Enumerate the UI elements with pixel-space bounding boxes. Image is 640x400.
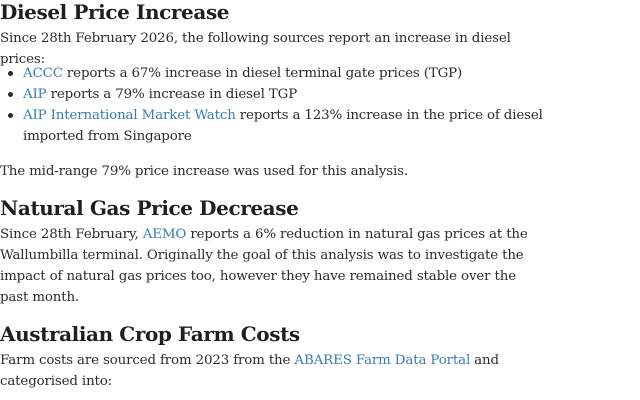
list-item: AIP reports a 79% increase in diesel TGP <box>8 84 543 105</box>
list-item-text: reports a 67% increase in diesel termina… <box>62 66 463 81</box>
aip-market-watch-link[interactable]: AIP International Market Watch <box>23 108 236 123</box>
accc-link[interactable]: ACCC <box>23 66 63 81</box>
gas-text-start: Since 28th February, <box>0 227 143 242</box>
aip-link[interactable]: AIP <box>23 87 47 102</box>
farm-costs-heading: Australian Crop Farm Costs <box>0 322 300 346</box>
diesel-heading: Diesel Price Increase <box>0 0 230 24</box>
gas-paragraph: Since 28th February, AEMO reports a 6% r… <box>0 224 530 308</box>
farm-text-end: and categorised into: <box>0 353 499 389</box>
diesel-intro-paragraph: Since 28th February 2026, the following … <box>0 31 511 67</box>
list-item-text: reports a 123% increase in the price of … <box>23 108 543 144</box>
aemo-link[interactable]: AEMO <box>142 227 187 242</box>
diesel-conclusion-paragraph: The mid-range 79% price increase was use… <box>0 164 408 179</box>
list-item: AIP International Market Watch reports a… <box>8 105 543 147</box>
gas-heading: Natural Gas Price Decrease <box>0 196 299 220</box>
farm-costs-paragraph: Farm costs are sourced from 2023 from th… <box>0 350 530 392</box>
diesel-sources-list: ACCC reports a 67% increase in diesel te… <box>0 63 543 147</box>
gas-text-end: reports a 6% reduction in natural gas pr… <box>0 227 528 305</box>
abares-link[interactable]: ABARES Farm Data Portal <box>294 353 471 368</box>
list-item: ACCC reports a 67% increase in diesel te… <box>8 63 543 84</box>
farm-text-start: Farm costs are sourced from 2023 from th… <box>0 353 295 368</box>
list-item-text: reports a 79% increase in diesel TGP <box>46 87 298 102</box>
